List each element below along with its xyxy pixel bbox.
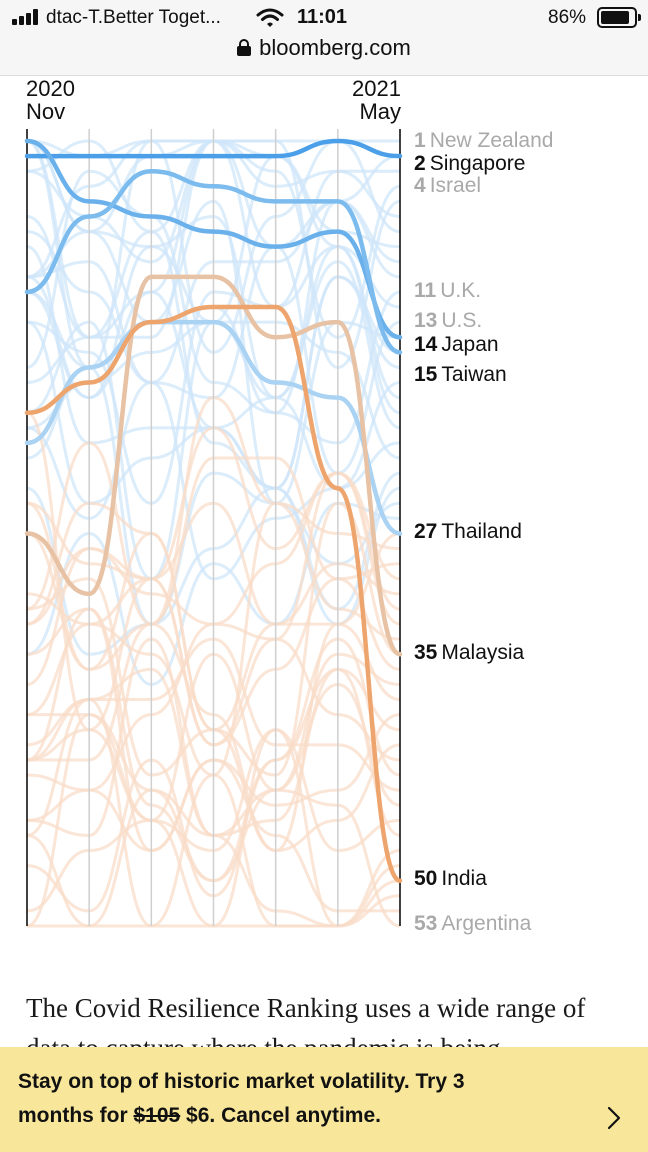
promo-line-1: Stay on top of historic market volatilit… xyxy=(18,1070,465,1093)
signal-bars-icon xyxy=(12,9,42,25)
lock-icon xyxy=(237,39,252,56)
x-label-end-year: 2021 xyxy=(352,76,401,101)
label-japan: 14 Japan xyxy=(414,333,499,356)
battery-icon xyxy=(597,7,641,28)
covid-resilience-bump-chart: 2020 Nov 2021 May 1 New Zealand 2 Singapor… xyxy=(0,76,648,956)
background-series-line xyxy=(26,245,401,505)
subscription-promo-banner[interactable]: Stay on top of historic market volatilit… xyxy=(0,1047,648,1152)
series-line-taiwan xyxy=(24,168,403,355)
promo-line-2: months for $105 $6. Cancel anytime. xyxy=(18,1104,381,1127)
series-line-japan xyxy=(24,138,403,340)
label-singapore: 2 Singapore xyxy=(414,152,526,175)
label-malaysia: 35 Malaysia xyxy=(414,641,525,664)
label-new-zealand: 1 New Zealand xyxy=(414,129,554,152)
x-label-start: 2020 Nov xyxy=(26,77,75,123)
wifi-icon xyxy=(256,8,284,27)
label-argentina: 53 Argentina xyxy=(414,912,532,935)
series-line-singapore xyxy=(24,138,403,159)
promo-old-price: $105 xyxy=(133,1104,181,1127)
chevron-right-icon[interactable] xyxy=(606,1106,622,1130)
x-label-end: 2021 May xyxy=(345,77,401,123)
background-series-line xyxy=(26,169,401,445)
series-line-thailand xyxy=(24,319,403,536)
x-label-start-month: Nov xyxy=(26,99,66,124)
promo-text[interactable]: Stay on top of historic market volatilit… xyxy=(18,1065,578,1133)
browser-url-bar[interactable]: bloomberg.com xyxy=(0,36,648,76)
url-text[interactable]: bloomberg.com xyxy=(259,35,411,60)
background-series-line xyxy=(26,441,401,626)
series-line-india xyxy=(24,304,403,883)
background-series-line xyxy=(26,139,401,339)
carrier-name: dtac-T.Better Toget... xyxy=(46,7,221,28)
label-taiwan: 15 Taiwan xyxy=(414,363,507,386)
clock-time: 11:01 xyxy=(297,6,348,28)
x-label-start-year: 2020 xyxy=(26,76,75,101)
label-israel: 4 Israel xyxy=(414,174,482,197)
label-us: 13 U.S. xyxy=(414,309,483,332)
bump-chart-plot xyxy=(24,129,403,928)
label-thailand: 27 Thailand xyxy=(414,520,522,543)
series-line-malaysia xyxy=(24,274,403,657)
background-series-line xyxy=(26,728,401,853)
x-label-end-month: May xyxy=(359,99,401,124)
status-bar: dtac-T.Better Toget... 11:01 86% xyxy=(0,0,648,36)
label-india: 50 India xyxy=(414,867,487,890)
background-series-line xyxy=(26,577,401,853)
battery-percent: 86% xyxy=(548,7,587,28)
background-series-line xyxy=(26,758,400,913)
label-uk: 11 U.K. xyxy=(414,279,482,302)
